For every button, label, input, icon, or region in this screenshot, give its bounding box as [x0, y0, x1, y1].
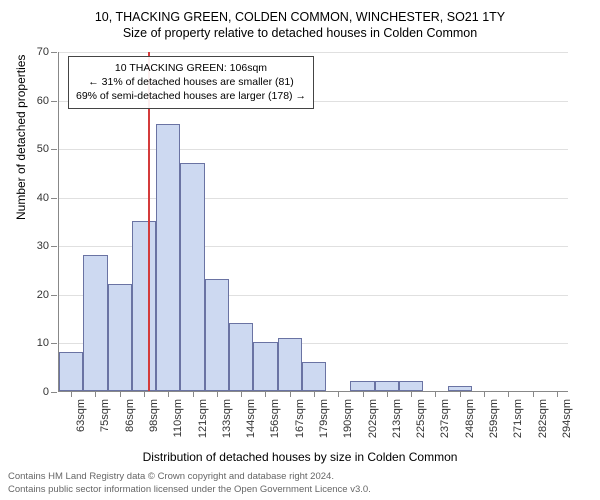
x-tick: [435, 391, 436, 397]
page-subtitle: Size of property relative to detached ho…: [0, 24, 600, 40]
page-title: 10, THACKING GREEN, COLDEN COMMON, WINCH…: [0, 0, 600, 24]
x-tick: [120, 391, 121, 397]
y-tick: [51, 101, 57, 102]
footer-line-1: Contains HM Land Registry data © Crown c…: [8, 471, 592, 483]
x-tick-label: 259sqm: [488, 399, 500, 438]
x-tick-label: 271sqm: [512, 399, 524, 438]
histogram-bar: [132, 221, 156, 391]
x-tick-label: 63sqm: [75, 399, 87, 432]
y-axis-label: Number of detached properties: [14, 55, 28, 220]
x-tick-label: 202sqm: [367, 399, 379, 438]
histogram-bar: [448, 386, 472, 391]
x-tick-label: 75sqm: [99, 399, 111, 432]
x-tick: [193, 391, 194, 397]
info-line-property: 10 THACKING GREEN: 106sqm: [76, 61, 306, 75]
histogram-bar: [108, 284, 132, 391]
y-tick: [51, 149, 57, 150]
y-tick: [51, 52, 57, 53]
x-tick-label: 110sqm: [172, 399, 184, 437]
x-tick-label: 190sqm: [342, 399, 354, 438]
y-tick-label: 20: [37, 289, 49, 301]
x-tick: [314, 391, 315, 397]
histogram-bar: [180, 163, 204, 391]
info-line-smaller: ← 31% of detached houses are smaller (81…: [76, 75, 306, 89]
y-tick-label: 10: [37, 337, 49, 349]
y-tick: [51, 343, 57, 344]
x-axis-label: Distribution of detached houses by size …: [0, 450, 600, 464]
x-tick-label: 144sqm: [245, 399, 257, 438]
y-tick-label: 50: [37, 143, 49, 155]
y-tick-label: 60: [37, 95, 49, 107]
y-tick-label: 30: [37, 240, 49, 252]
x-tick: [338, 391, 339, 397]
x-tick-label: 213sqm: [391, 399, 403, 438]
x-tick: [508, 391, 509, 397]
x-tick: [168, 391, 169, 397]
y-tick-label: 40: [37, 192, 49, 204]
y-tick-label: 70: [37, 46, 49, 58]
gridline: [59, 198, 568, 199]
x-tick: [265, 391, 266, 397]
histogram-bar: [375, 381, 399, 391]
x-tick-label: 86sqm: [124, 399, 136, 432]
x-tick-label: 237sqm: [439, 399, 451, 438]
histogram-bar: [59, 352, 83, 391]
x-tick: [71, 391, 72, 397]
x-tick: [290, 391, 291, 397]
x-tick: [460, 391, 461, 397]
footer-line-2: Contains public sector information licen…: [8, 484, 592, 496]
y-tick: [51, 246, 57, 247]
x-tick-label: 248sqm: [464, 399, 476, 438]
info-line-larger: 69% of semi-detached houses are larger (…: [76, 89, 306, 103]
x-tick-label: 167sqm: [294, 399, 306, 438]
info-callout-box: 10 THACKING GREEN: 106sqm ← 31% of detac…: [68, 56, 314, 109]
histogram-bar: [205, 279, 229, 391]
footer-attribution: Contains HM Land Registry data © Crown c…: [8, 471, 592, 496]
y-tick: [51, 392, 57, 393]
x-tick-label: 121sqm: [197, 399, 209, 438]
x-tick: [484, 391, 485, 397]
histogram-bar: [278, 338, 302, 391]
x-tick: [363, 391, 364, 397]
histogram-bar: [253, 342, 277, 391]
x-tick-label: 294sqm: [561, 399, 573, 438]
x-tick-label: 98sqm: [148, 399, 160, 432]
x-tick: [411, 391, 412, 397]
histogram-bar: [399, 381, 423, 391]
histogram-bar: [350, 381, 374, 391]
histogram-bar: [229, 323, 253, 391]
x-tick-label: 179sqm: [318, 399, 330, 438]
x-tick-label: 133sqm: [221, 399, 233, 438]
histogram-bar: [83, 255, 107, 391]
x-tick: [241, 391, 242, 397]
x-tick: [533, 391, 534, 397]
x-tick: [557, 391, 558, 397]
x-tick: [217, 391, 218, 397]
x-tick-label: 156sqm: [269, 399, 281, 438]
x-tick: [387, 391, 388, 397]
x-tick: [144, 391, 145, 397]
x-tick-label: 282sqm: [537, 399, 549, 438]
histogram-bar: [302, 362, 326, 391]
gridline: [59, 52, 568, 53]
y-tick: [51, 295, 57, 296]
gridline: [59, 149, 568, 150]
x-tick: [95, 391, 96, 397]
histogram-bar: [156, 124, 180, 391]
y-tick: [51, 198, 57, 199]
y-tick-label: 0: [43, 386, 49, 398]
x-tick-label: 225sqm: [415, 399, 427, 438]
